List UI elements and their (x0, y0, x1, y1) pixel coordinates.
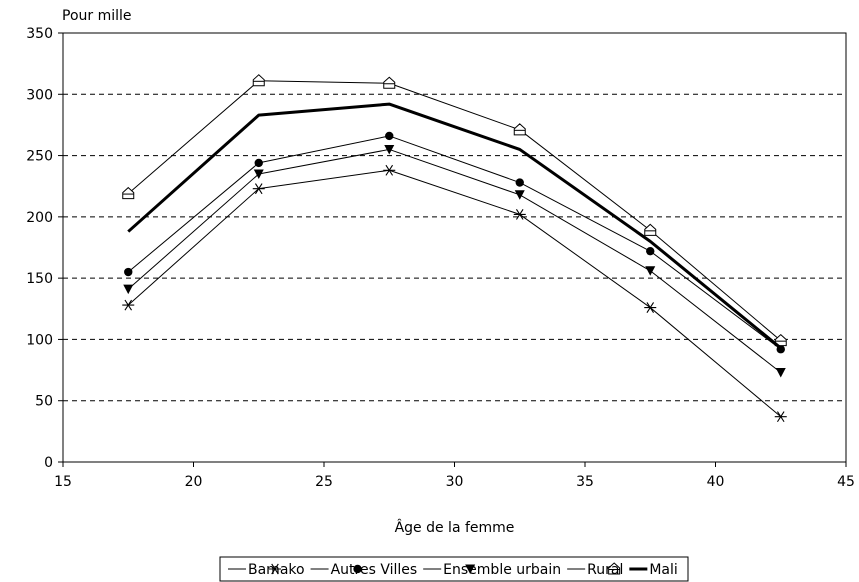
x-axis-title: Âge de la femme (395, 518, 515, 536)
series-mali (127, 102, 782, 350)
y-tick-label-200: 200 (26, 210, 53, 226)
point-bamako-42.5 (774, 411, 787, 423)
point-ensemble-urbain-32.5 (514, 190, 525, 200)
grid (63, 93, 846, 402)
series-rural (122, 74, 787, 347)
series-layer (122, 74, 787, 423)
point-rural-27.5 (383, 76, 396, 89)
x-tick-label-15: 15 (54, 474, 72, 490)
x-tick-label-45: 45 (837, 474, 855, 490)
x-tick-label-40: 40 (707, 474, 725, 490)
legend-item-bamako: Bamako (228, 562, 305, 578)
point-rural-17.5 (122, 186, 135, 200)
y-tick-label-50: 50 (35, 394, 53, 410)
point-bamako-27.5 (383, 164, 396, 176)
series-ensemble-urbain (123, 144, 786, 378)
point-ensemble-urbain-42.5 (775, 368, 786, 378)
x-tick-label-20: 20 (185, 474, 203, 490)
y-axis: 0 50 100 150 200 250 300 350 (26, 26, 63, 471)
point-ensemble-urbain-27.5 (384, 144, 395, 155)
series-autres-villes (124, 131, 785, 354)
legend-item-autres-villes: Autres Villes (310, 562, 418, 578)
x-tick-label-25: 25 (315, 474, 333, 490)
point-ensemble-urbain-22.5 (253, 169, 264, 179)
legend-label-rural: Rural (587, 562, 623, 578)
line-rural (127, 80, 782, 342)
legend-item-rural: Rural (567, 562, 623, 578)
point-rural-37.5 (644, 223, 657, 236)
point-rural-22.5 (252, 74, 265, 87)
y-tick-label-150: 150 (26, 271, 53, 287)
y-tick-label-0: 0 (44, 455, 53, 471)
point-rural-32.5 (513, 123, 526, 136)
x-axis: 15 20 25 30 35 40 45 (54, 462, 855, 490)
line-bamako (127, 169, 782, 418)
legend-label-ensemble-urbain: Ensemble urbain (443, 562, 561, 578)
y-tick-label-300: 300 (26, 87, 53, 103)
point-bamako-22.5 (252, 183, 265, 195)
plot-area (62, 32, 847, 463)
y-axis-title: Pour mille (62, 8, 132, 24)
point-bamako-17.5 (122, 299, 135, 311)
legend: Bamako Autres Villes Ensemble urbain Rural M… (219, 556, 689, 582)
line-ensemble-urbain (127, 148, 782, 373)
legend-item-mali: Mali (629, 562, 678, 578)
legend-marker-bamako (269, 563, 281, 575)
y-tick-label-250: 250 (26, 149, 53, 165)
point-ensemble-urbain-17.5 (123, 284, 134, 295)
point-rural-42.5 (774, 333, 787, 347)
legend-marker-rural (608, 562, 621, 575)
line-autres-villes (127, 135, 782, 350)
point-bamako-32.5 (513, 209, 526, 220)
point-autres-villes-27.5 (385, 131, 394, 141)
legend-marker-autres-villes (353, 564, 362, 574)
point-autres-villes-17.5 (124, 267, 133, 277)
legend-label-bamako: Bamako (248, 562, 305, 578)
point-bamako-37.5 (644, 302, 657, 313)
y-tick-label-100: 100 (26, 332, 53, 348)
x-tick-label-30: 30 (446, 474, 464, 490)
point-autres-villes-37.5 (646, 246, 655, 256)
point-autres-villes-22.5 (254, 158, 263, 168)
point-autres-villes-32.5 (515, 178, 524, 187)
point-ensemble-urbain-37.5 (645, 266, 656, 276)
legend-item-ensemble-urbain: Ensemble urbain (423, 562, 561, 578)
legend-marker-ensemble-urbain (465, 564, 476, 574)
line-mali (127, 102, 782, 350)
y-tick-label-350: 350 (26, 26, 53, 42)
series-bamako (122, 164, 787, 423)
legend-label-mali: Mali (649, 562, 677, 578)
x-tick-label-35: 35 (576, 474, 594, 490)
legend-label-autres-villes: Autres Villes (331, 562, 418, 578)
